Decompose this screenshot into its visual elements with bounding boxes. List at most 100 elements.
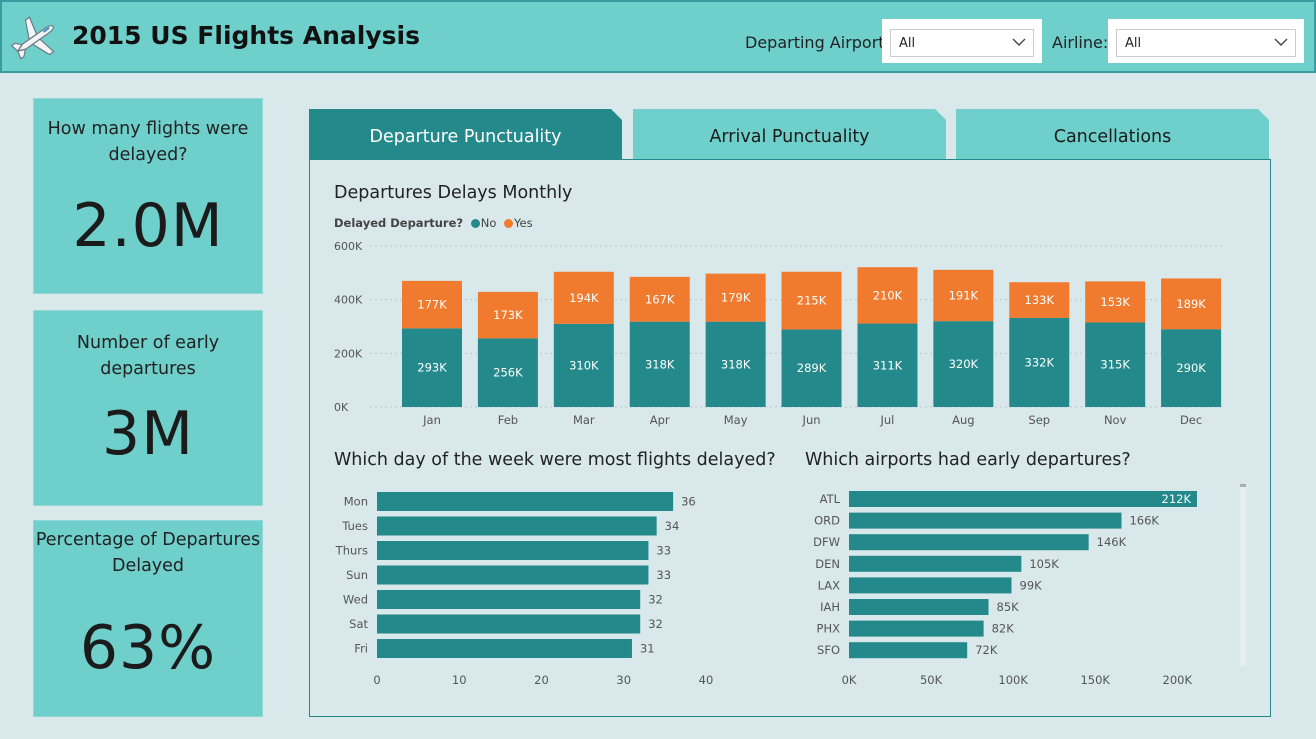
app-title: 2015 US Flights Analysis [72, 21, 420, 50]
category-label: Sun [346, 568, 368, 582]
tab-departure-punctuality[interactable]: Departure Punctuality [309, 109, 622, 159]
kpi-label: How many flights were delayed? [47, 119, 249, 165]
bar[interactable] [849, 642, 968, 659]
airline-dropdown[interactable]: All [1108, 19, 1304, 63]
category-label: Fri [354, 642, 368, 656]
category-label: DFW [813, 535, 840, 549]
x-tick-label: 30 [616, 673, 631, 687]
bar-segment-yes[interactable] [857, 267, 918, 324]
x-tick-label: May [724, 413, 748, 427]
bar[interactable] [849, 599, 989, 615]
airports-chart-title: Which airports had early departures? [805, 450, 1131, 470]
bar-segment-no[interactable] [1085, 322, 1146, 407]
data-label: 36 [681, 495, 696, 509]
weekday-chart-title: Which day of the week were most flights … [334, 450, 776, 470]
data-label: 133K [1025, 293, 1055, 307]
bar[interactable] [377, 639, 632, 658]
x-tick-label: 0K [842, 673, 857, 687]
airports-scrollbar[interactable] [1240, 484, 1246, 666]
bar-segment-yes[interactable] [1085, 281, 1146, 323]
bar-segment-no[interactable] [1009, 317, 1070, 407]
bar-segment-yes[interactable] [1009, 282, 1070, 318]
bar[interactable] [377, 565, 649, 585]
bar[interactable] [849, 555, 1022, 572]
kpi-early-departures: Number of early departures 3M [33, 310, 263, 506]
departing-airport-dropdown[interactable]: All [882, 19, 1042, 63]
airplane-icon [10, 16, 55, 60]
kpi-value: 63% [79, 613, 217, 683]
bar-segment-no[interactable] [553, 323, 614, 407]
bar-segment-yes[interactable] [933, 269, 994, 322]
bar-segment-no[interactable] [1161, 329, 1222, 407]
bar-segment-no[interactable] [477, 338, 538, 407]
x-tick-label: 150K [1080, 673, 1110, 687]
x-tick-label: 200K [1163, 673, 1193, 687]
category-label: Sat [349, 617, 368, 631]
bar-segment-no[interactable] [705, 321, 766, 407]
departing-airport-label: Departing Airport: [745, 33, 890, 52]
scrollbar-thumb[interactable] [1240, 484, 1246, 487]
bar-segment-yes[interactable] [402, 280, 462, 329]
bar-segment-no[interactable] [781, 329, 842, 407]
x-tick-label: Jan [422, 413, 441, 427]
chevron-down-icon [1274, 38, 1288, 46]
bar[interactable] [849, 534, 1089, 551]
bar[interactable] [377, 492, 674, 511]
x-tick-label: 40 [699, 673, 714, 687]
y-tick-label: 200K [334, 347, 363, 360]
legend-dot-no [470, 219, 480, 228]
y-tick-label: 0K [334, 401, 349, 414]
data-label: 318K [645, 357, 675, 371]
bar[interactable] [849, 491, 1197, 507]
data-label: 146K [1097, 535, 1127, 549]
x-tick-label: Dec [1180, 413, 1202, 427]
x-tick-label: Feb [498, 413, 518, 427]
x-tick-label: 10 [452, 673, 467, 687]
bar[interactable] [849, 620, 984, 637]
bar-segment-yes[interactable] [629, 276, 690, 322]
bar[interactable] [849, 577, 1012, 594]
data-label: 32 [648, 593, 663, 607]
bar-segment-yes[interactable] [553, 271, 614, 324]
legend-dot-yes [504, 219, 514, 228]
category-label: ATL [820, 492, 841, 506]
bar-segment-no[interactable] [629, 321, 690, 407]
data-label: 153K [1100, 295, 1130, 309]
data-label: 179K [721, 291, 751, 305]
bar[interactable] [377, 590, 641, 609]
bar-segment-yes[interactable] [1161, 278, 1222, 330]
data-label: 72K [975, 643, 998, 657]
tab-arrival-punctuality[interactable]: Arrival Punctuality [633, 109, 946, 159]
bar-segment-no[interactable] [402, 328, 462, 407]
x-tick-label: 0 [373, 673, 380, 687]
data-label: 332K [1025, 355, 1055, 369]
data-label: 215K [797, 294, 827, 308]
header-bar: 2015 US Flights Analysis Departing Airpo… [0, 0, 1316, 73]
x-tick-label: Jun [802, 413, 821, 427]
bar[interactable] [377, 541, 649, 560]
category-label: DEN [815, 557, 840, 571]
data-label: 33 [656, 568, 671, 582]
data-label: 191K [949, 289, 979, 303]
bar[interactable] [377, 516, 657, 536]
data-label: 173K [493, 308, 523, 322]
bar[interactable] [377, 614, 641, 634]
monthly-legend: Delayed Departure? No Yes [334, 216, 533, 230]
data-label: 33 [656, 544, 671, 558]
x-tick-label: 20 [534, 673, 549, 687]
bar-segment-no[interactable] [857, 323, 918, 407]
data-label: 85K [997, 600, 1020, 614]
data-label: 293K [417, 361, 447, 375]
bar-segment-no[interactable] [933, 321, 994, 407]
bar-segment-yes[interactable] [705, 273, 766, 322]
y-tick-label: 400K [334, 294, 363, 307]
data-label: 256K [493, 366, 523, 380]
tab-cancellations[interactable]: Cancellations [956, 109, 1269, 159]
bar[interactable] [849, 512, 1122, 529]
bar-segment-yes[interactable] [477, 291, 538, 339]
category-label: LAX [818, 578, 841, 592]
bar-segment-yes[interactable] [781, 271, 842, 330]
data-label: 167K [645, 292, 675, 306]
